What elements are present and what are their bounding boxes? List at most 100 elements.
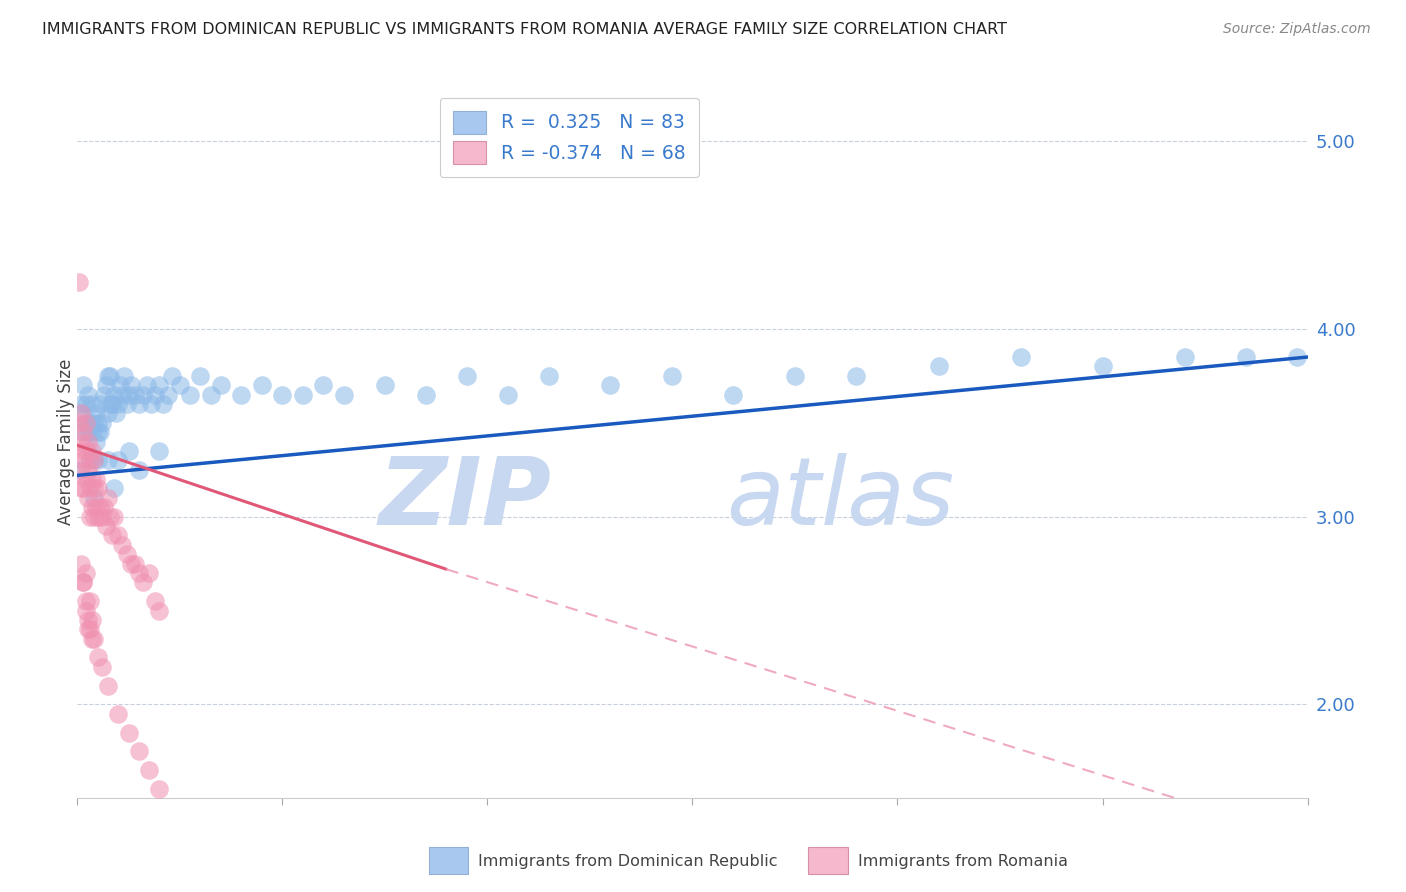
Point <box>90 509 114 524</box>
Point <box>70 397 93 411</box>
Point <box>661 368 683 383</box>
Point <box>333 387 356 401</box>
Point <box>200 387 222 401</box>
Point <box>138 763 160 777</box>
Point <box>128 744 150 758</box>
Point <box>75 397 97 411</box>
Point <box>76 425 98 439</box>
Point <box>83 416 105 430</box>
Point <box>84 434 107 449</box>
Point <box>107 453 129 467</box>
Point <box>87 453 110 467</box>
Point <box>148 378 170 392</box>
Point <box>84 500 107 515</box>
Point <box>90 660 114 674</box>
Point <box>97 406 120 420</box>
Text: Immigrants from Romania: Immigrants from Romania <box>858 855 1067 869</box>
Point <box>117 387 139 401</box>
Point <box>101 528 124 542</box>
Point <box>415 387 437 401</box>
Point <box>93 387 115 401</box>
Point <box>136 378 159 392</box>
Point <box>83 491 105 505</box>
Legend: R =  0.325   N = 83, R = -0.374   N = 68: R = 0.325 N = 83, R = -0.374 N = 68 <box>440 98 699 178</box>
Point <box>84 406 107 420</box>
Point <box>75 603 97 617</box>
Point <box>84 472 107 486</box>
Point <box>132 387 155 401</box>
Point <box>89 425 111 439</box>
Point <box>87 482 110 496</box>
Point <box>87 416 110 430</box>
Point <box>83 453 105 467</box>
Point <box>76 623 98 637</box>
Point <box>70 557 93 571</box>
Point <box>312 378 335 392</box>
Point <box>128 397 150 411</box>
Point <box>148 444 170 458</box>
Point <box>79 482 101 496</box>
Point <box>72 575 94 590</box>
Text: Immigrants from Dominican Republic: Immigrants from Dominican Republic <box>478 855 778 869</box>
Point <box>67 463 90 477</box>
Point <box>117 725 139 739</box>
Point <box>72 575 94 590</box>
Point <box>141 397 163 411</box>
Point <box>103 387 125 401</box>
Point <box>94 519 117 533</box>
Point <box>291 387 314 401</box>
Point <box>188 368 212 383</box>
Point <box>143 387 166 401</box>
Point <box>75 416 97 430</box>
Point <box>94 378 117 392</box>
Point <box>80 632 103 646</box>
Point <box>75 594 97 608</box>
Point <box>928 359 950 374</box>
Point <box>124 557 146 571</box>
Point <box>87 425 110 439</box>
Point <box>496 387 519 401</box>
Point <box>537 368 560 383</box>
Point <box>1174 350 1197 364</box>
Point <box>115 397 138 411</box>
Text: Source: ZipAtlas.com: Source: ZipAtlas.com <box>1223 22 1371 37</box>
Point <box>72 425 94 439</box>
Point <box>1286 350 1309 364</box>
Point <box>80 444 103 458</box>
Point <box>156 387 179 401</box>
Point <box>148 603 170 617</box>
Point <box>111 387 134 401</box>
Point <box>148 781 170 796</box>
Point <box>83 482 105 496</box>
Point <box>111 538 134 552</box>
Point <box>75 566 97 580</box>
Point <box>70 482 93 496</box>
Point <box>75 472 97 486</box>
Text: IMMIGRANTS FROM DOMINICAN REPUBLIC VS IMMIGRANTS FROM ROMANIA AVERAGE FAMILY SIZ: IMMIGRANTS FROM DOMINICAN REPUBLIC VS IM… <box>42 22 1007 37</box>
Point <box>83 509 105 524</box>
Text: atlas: atlas <box>725 453 955 544</box>
Point <box>80 425 103 439</box>
Point <box>70 434 93 449</box>
Point <box>374 378 396 392</box>
Point <box>107 528 129 542</box>
Point <box>1234 350 1257 364</box>
Point <box>79 623 101 637</box>
Point <box>114 368 136 383</box>
Point <box>169 378 191 392</box>
Point <box>271 387 294 401</box>
Text: ZIP: ZIP <box>378 452 551 545</box>
Point <box>152 397 174 411</box>
Point <box>250 378 273 392</box>
Point <box>783 368 806 383</box>
Point <box>98 368 121 383</box>
Point <box>179 387 201 401</box>
Point <box>110 378 132 392</box>
Point <box>599 378 621 392</box>
Point <box>79 416 101 430</box>
Point <box>143 594 166 608</box>
Point <box>107 397 129 411</box>
Point <box>76 613 98 627</box>
Point <box>80 397 103 411</box>
Point <box>138 566 160 580</box>
